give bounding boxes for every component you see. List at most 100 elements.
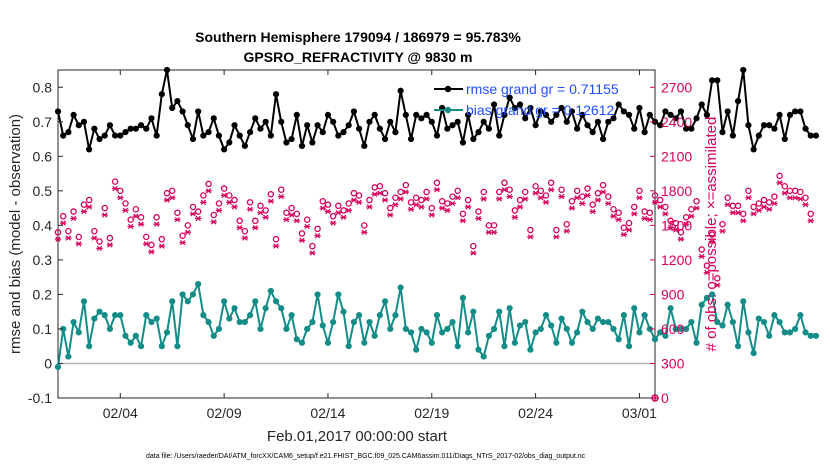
rmse-point (132, 125, 139, 132)
obs-possible-marker (807, 210, 814, 218)
bias-point (709, 291, 716, 298)
obs-assimilated-marker (791, 195, 799, 201)
rmse-point (625, 111, 633, 118)
rmse-point (714, 77, 721, 84)
obs-possible-marker (220, 185, 228, 192)
bias-point (781, 329, 788, 336)
bias-point (755, 315, 762, 322)
rmse-point (501, 111, 508, 118)
obs-assimilated-stroke (174, 216, 181, 223)
obs-assimilated-stroke (153, 221, 160, 227)
rmse-point (350, 108, 358, 115)
obs-assimilated-stroke (413, 201, 419, 208)
bias-point (278, 305, 285, 312)
obs-assimilated-marker (241, 235, 249, 241)
obs-possible-marker (708, 231, 716, 238)
rmse-point (776, 111, 783, 118)
bias-point (195, 280, 202, 288)
obs-assimilated-marker (402, 189, 410, 195)
obs-assimilated-marker (496, 196, 503, 202)
rmse-point (740, 66, 747, 74)
rmse-point (548, 118, 555, 125)
obs-assimilated-marker (340, 214, 347, 220)
rmse-point (802, 125, 809, 132)
obs-possible-marker (215, 200, 223, 207)
obs-assimilated-marker (70, 215, 77, 222)
rmse-point (760, 122, 768, 129)
obs-assimilated-marker (59, 220, 67, 226)
bias-point (449, 318, 456, 326)
obs-assimilated-marker (413, 201, 420, 208)
bias-point (703, 294, 711, 301)
rmse-point (246, 129, 254, 136)
obs-assimilated-stroke (133, 213, 139, 219)
y-left-tick-label: 0.5 (33, 183, 53, 199)
obs-assimilated-marker (719, 228, 726, 234)
obs-assimilated-stroke (564, 228, 570, 234)
rmse-point (293, 111, 300, 118)
bias-point (137, 343, 145, 350)
obs-assimilated-stroke (86, 204, 92, 210)
rmse-point (646, 111, 653, 118)
obs-assimilated-marker (599, 189, 607, 195)
obs-assimilated-marker (444, 207, 451, 214)
obs-possible-marker (605, 193, 612, 200)
obs-possible-marker (698, 246, 705, 253)
rmse-point (288, 135, 295, 143)
obs-possible-marker (636, 187, 643, 195)
obs-assimilated-marker (542, 199, 550, 206)
obs-possible-marker (54, 229, 62, 236)
rmse-point (579, 111, 586, 118)
bias-point (568, 339, 576, 346)
obs-possible-marker (324, 201, 332, 208)
bias-point (740, 298, 747, 305)
rmse-point (729, 132, 736, 139)
obs-assimilated-stroke (112, 185, 118, 192)
obs-possible-marker (418, 196, 425, 204)
rmse-point (563, 118, 570, 125)
obs-assimilated-stroke (397, 196, 404, 202)
obs-possible-marker (288, 204, 295, 212)
obs-possible-marker (236, 217, 243, 225)
rmse-point (179, 108, 186, 115)
bias-point (620, 312, 627, 319)
bias-point (418, 325, 425, 333)
obs-assimilated-marker (615, 216, 622, 223)
rmse-point (413, 111, 420, 118)
bias-point (112, 312, 119, 319)
y-right-tick-label: 900 (661, 286, 685, 302)
bias-point (677, 325, 685, 333)
obs-assimilated-marker (646, 216, 654, 223)
obs-possible-marker (210, 211, 217, 219)
bias-point (615, 336, 622, 343)
rmse-point (766, 122, 773, 129)
rmse-point (91, 125, 98, 132)
rmse-point (807, 132, 814, 139)
bias-point (698, 301, 705, 308)
rmse-point (252, 115, 259, 122)
bias-point (189, 291, 197, 298)
bias-point (309, 318, 316, 326)
obs-possible-marker (656, 196, 664, 204)
obs-assimilated-marker (750, 211, 757, 217)
rmse-point (200, 132, 207, 139)
obs-possible-marker (366, 196, 373, 204)
obs-possible-marker (200, 192, 207, 199)
rmse-point (70, 111, 77, 118)
bias-point (729, 318, 736, 326)
obs-assimilated-marker (163, 197, 171, 203)
obs-assimilated-marker (293, 218, 300, 224)
obs-assimilated-marker (184, 229, 191, 235)
obs-possible-marker (791, 187, 799, 195)
obs-possible-marker (688, 206, 695, 213)
bias-point (693, 339, 700, 346)
obs-assimilated-marker (381, 197, 389, 203)
obs-possible-marker (672, 219, 680, 227)
rmse-point (86, 146, 93, 153)
rmse-point (272, 91, 280, 98)
obs-assimilated-stroke (750, 211, 757, 217)
obs-assimilated-marker (475, 215, 482, 222)
obs-assimilated-stroke (226, 199, 232, 206)
obs-possible-marker (277, 186, 285, 193)
obs-assimilated-stroke (366, 204, 373, 210)
